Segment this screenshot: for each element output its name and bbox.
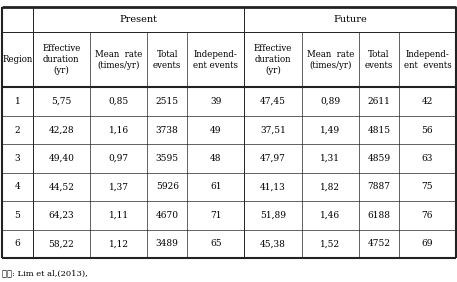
Text: 58,22: 58,22 xyxy=(48,239,74,248)
Text: 5,75: 5,75 xyxy=(51,97,72,106)
Text: 5: 5 xyxy=(15,211,21,220)
Text: 0,89: 0,89 xyxy=(320,97,340,106)
Text: 47,45: 47,45 xyxy=(260,97,286,106)
Text: 3595: 3595 xyxy=(156,154,179,163)
Text: 1,52: 1,52 xyxy=(320,239,340,248)
Text: Total
events: Total events xyxy=(365,50,393,70)
Text: Independ-
ent events: Independ- ent events xyxy=(193,50,238,70)
Text: 49,40: 49,40 xyxy=(48,154,74,163)
Text: 4670: 4670 xyxy=(156,211,179,220)
Text: 45,38: 45,38 xyxy=(260,239,286,248)
Text: 4859: 4859 xyxy=(367,154,390,163)
Text: 3: 3 xyxy=(15,154,20,163)
Text: Effective
duration
(yr): Effective duration (yr) xyxy=(42,45,80,75)
Text: 42: 42 xyxy=(422,97,433,106)
Text: 1,12: 1,12 xyxy=(109,239,129,248)
Text: 2: 2 xyxy=(15,125,20,135)
Text: 1,16: 1,16 xyxy=(109,125,129,135)
Text: 44,52: 44,52 xyxy=(48,182,74,191)
Text: 63: 63 xyxy=(422,154,433,163)
Text: Total
events: Total events xyxy=(153,50,181,70)
Text: 71: 71 xyxy=(210,211,222,220)
Text: 6: 6 xyxy=(15,239,21,248)
Text: 65: 65 xyxy=(210,239,222,248)
Text: Region: Region xyxy=(2,55,32,64)
Text: Independ-
ent  events: Independ- ent events xyxy=(404,50,452,70)
Text: 49: 49 xyxy=(210,125,222,135)
Text: 2611: 2611 xyxy=(367,97,390,106)
Text: 76: 76 xyxy=(422,211,433,220)
Text: 47,97: 47,97 xyxy=(260,154,286,163)
Text: Effective
duration
(yr): Effective duration (yr) xyxy=(254,45,292,75)
Text: 0,85: 0,85 xyxy=(108,97,129,106)
Text: 5926: 5926 xyxy=(156,182,179,191)
Text: 4: 4 xyxy=(15,182,21,191)
Text: Future: Future xyxy=(333,15,367,24)
Text: 1,37: 1,37 xyxy=(109,182,129,191)
Text: Mean  rate
(times/yr): Mean rate (times/yr) xyxy=(95,50,142,70)
Text: 자료: Lim et al,(2013),: 자료: Lim et al,(2013), xyxy=(2,269,88,277)
Text: Mean  rate
(times/yr): Mean rate (times/yr) xyxy=(307,50,354,70)
Text: 41,13: 41,13 xyxy=(260,182,286,191)
Text: 1,31: 1,31 xyxy=(320,154,340,163)
Text: 1,11: 1,11 xyxy=(109,211,129,220)
Text: 6188: 6188 xyxy=(367,211,390,220)
Text: 1: 1 xyxy=(15,97,21,106)
Text: 4752: 4752 xyxy=(367,239,390,248)
Text: 1,46: 1,46 xyxy=(320,211,340,220)
Text: 1,49: 1,49 xyxy=(320,125,340,135)
Text: 1,82: 1,82 xyxy=(320,182,340,191)
Text: 37,51: 37,51 xyxy=(260,125,286,135)
Text: 61: 61 xyxy=(210,182,222,191)
Text: 56: 56 xyxy=(422,125,433,135)
Text: 42,28: 42,28 xyxy=(48,125,74,135)
Text: Present: Present xyxy=(120,15,158,24)
Text: 51,89: 51,89 xyxy=(260,211,286,220)
Text: 3489: 3489 xyxy=(156,239,179,248)
Text: 0,97: 0,97 xyxy=(109,154,129,163)
Text: 2515: 2515 xyxy=(156,97,179,106)
Text: 48: 48 xyxy=(210,154,222,163)
Text: 75: 75 xyxy=(422,182,433,191)
Text: 7887: 7887 xyxy=(367,182,390,191)
Text: 4815: 4815 xyxy=(367,125,390,135)
Text: 39: 39 xyxy=(210,97,222,106)
Text: 3738: 3738 xyxy=(156,125,179,135)
Text: 64,23: 64,23 xyxy=(48,211,74,220)
Text: 69: 69 xyxy=(422,239,433,248)
